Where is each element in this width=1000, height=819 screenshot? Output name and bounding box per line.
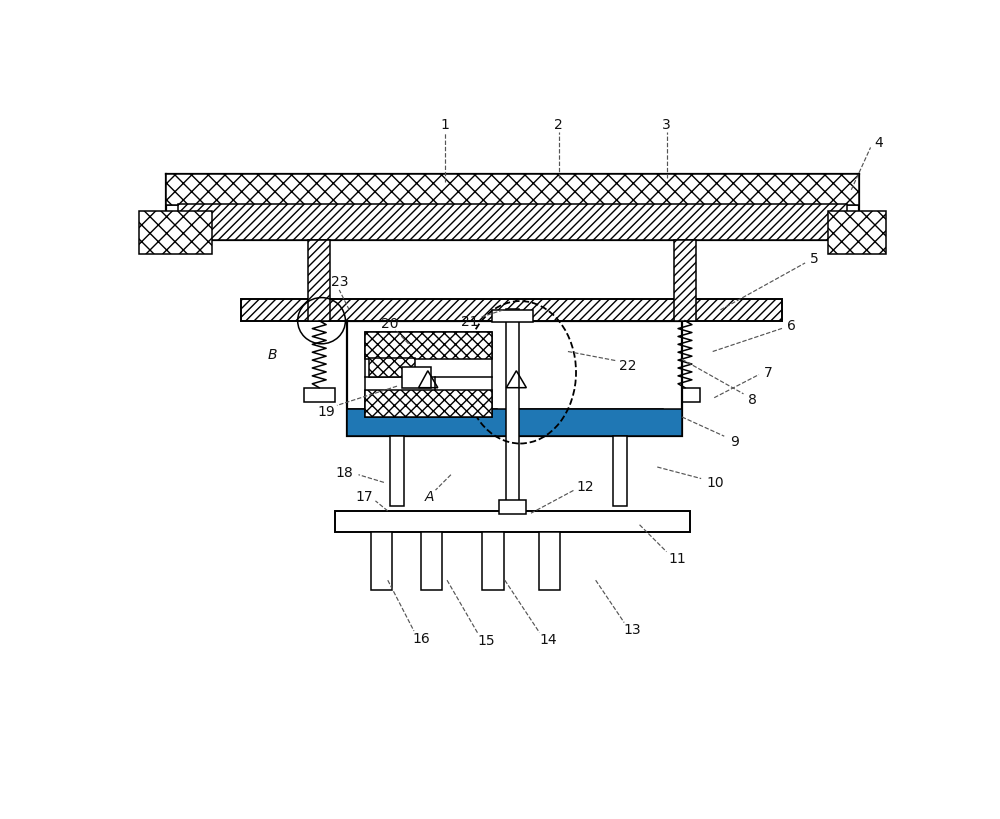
Text: 16: 16 [413, 631, 431, 645]
Text: 18: 18 [336, 465, 354, 479]
Text: 7: 7 [764, 365, 773, 379]
Text: 1: 1 [440, 118, 449, 132]
Text: 17: 17 [356, 490, 373, 504]
Text: 23: 23 [331, 275, 348, 289]
Text: 14: 14 [539, 632, 557, 646]
Text: 12: 12 [577, 480, 594, 494]
Bar [178, 205, 847, 241]
Bar [674, 241, 696, 321]
Bar [482, 533, 504, 590]
Text: A: A [425, 490, 434, 504]
Bar [347, 410, 682, 437]
Bar [139, 212, 212, 255]
Bar [166, 175, 859, 206]
Bar [499, 500, 526, 514]
Text: 9: 9 [730, 434, 739, 448]
Text: 10: 10 [706, 476, 724, 490]
Bar [347, 321, 682, 437]
Text: 5: 5 [810, 251, 819, 265]
Bar [371, 533, 392, 590]
Bar [365, 333, 492, 418]
Text: 8: 8 [748, 393, 757, 407]
Bar [828, 212, 886, 255]
Text: 20: 20 [381, 317, 398, 331]
Text: 19: 19 [317, 405, 335, 419]
Bar [308, 241, 330, 321]
Text: 4: 4 [874, 136, 883, 150]
Bar [365, 333, 492, 360]
Bar [390, 437, 404, 506]
Bar [506, 310, 519, 509]
Text: 22: 22 [619, 359, 637, 373]
Bar [347, 410, 497, 437]
Text: B: B [268, 347, 277, 361]
Text: 3: 3 [662, 118, 671, 132]
Bar [402, 368, 431, 389]
Text: 2: 2 [554, 118, 563, 132]
Text: 11: 11 [668, 551, 686, 565]
Text: 15: 15 [478, 633, 495, 648]
Bar [369, 358, 415, 378]
Bar [304, 388, 335, 402]
Text: 21: 21 [461, 314, 478, 328]
Bar [613, 437, 627, 506]
Bar [492, 310, 533, 323]
Bar [241, 300, 782, 321]
Bar [365, 391, 492, 418]
Bar [335, 511, 690, 533]
Text: 6: 6 [787, 319, 796, 333]
Text: 13: 13 [623, 622, 641, 636]
Bar [670, 388, 700, 402]
Bar [421, 533, 442, 590]
Bar [512, 410, 663, 437]
Bar [539, 533, 560, 590]
